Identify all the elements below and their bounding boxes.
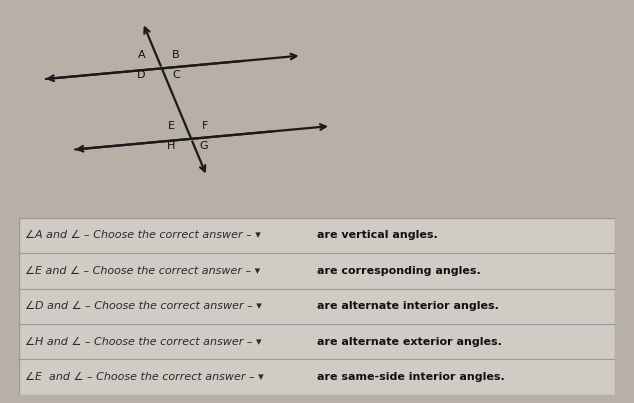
Text: are corresponding angles.: are corresponding angles. [317,266,481,276]
Text: ∠A and ∠ – Choose the correct answer – ▾: ∠A and ∠ – Choose the correct answer – ▾ [25,231,261,240]
FancyBboxPatch shape [19,218,615,395]
Text: ∠H and ∠ – Choose the correct answer – ▾: ∠H and ∠ – Choose the correct answer – ▾ [25,337,262,347]
Text: F: F [202,121,209,131]
Text: are same-side interior angles.: are same-side interior angles. [317,372,505,382]
Text: C: C [172,71,180,80]
Text: ∠E  and ∠ – Choose the correct answer – ▾: ∠E and ∠ – Choose the correct answer – ▾ [25,372,264,382]
Text: are vertical angles.: are vertical angles. [317,231,437,240]
Text: G: G [199,141,208,151]
Text: A: A [138,50,145,60]
Text: ∠E and ∠ – Choose the correct answer – ▾: ∠E and ∠ – Choose the correct answer – ▾ [25,266,260,276]
Text: are alternate exterior angles.: are alternate exterior angles. [317,337,502,347]
Text: E: E [167,121,174,131]
Text: D: D [138,71,146,80]
Text: ∠D and ∠ – Choose the correct answer – ▾: ∠D and ∠ – Choose the correct answer – ▾ [25,301,262,311]
Text: H: H [167,141,175,151]
Text: are alternate interior angles.: are alternate interior angles. [317,301,499,311]
Text: B: B [172,50,180,60]
